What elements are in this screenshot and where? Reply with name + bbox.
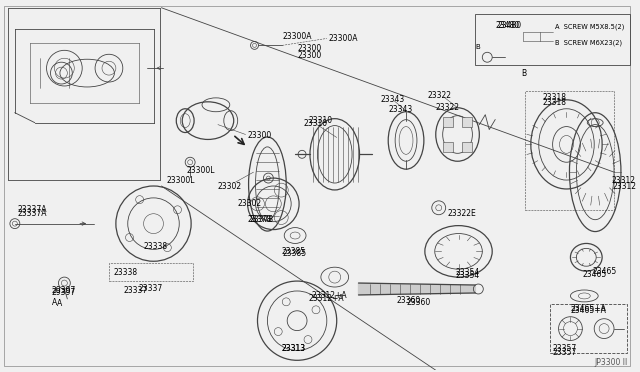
Text: 23312: 23312	[611, 176, 635, 185]
Text: 23310: 23310	[309, 116, 333, 125]
Text: 23378: 23378	[248, 215, 272, 224]
Text: 23312: 23312	[612, 183, 636, 192]
Text: 23338: 23338	[143, 242, 168, 251]
Text: 23378: 23378	[250, 215, 274, 224]
Text: 23360: 23360	[406, 298, 430, 307]
Text: 23354: 23354	[456, 271, 480, 280]
Text: 23310: 23310	[303, 119, 327, 128]
Text: 29397: 29397	[51, 286, 76, 295]
Bar	[443, 117, 452, 127]
Text: 23465+A: 23465+A	[570, 306, 606, 315]
Bar	[443, 142, 452, 152]
Text: 23343: 23343	[388, 105, 412, 114]
Text: 23385: 23385	[282, 249, 307, 258]
Text: B  SCREW M6X23(2): B SCREW M6X23(2)	[555, 39, 621, 46]
Text: 23360: 23360	[396, 296, 420, 305]
Text: 23300L: 23300L	[166, 176, 195, 185]
Text: 23480: 23480	[495, 21, 519, 30]
Text: 23337: 23337	[124, 286, 148, 295]
Text: 23465: 23465	[582, 270, 607, 279]
Text: JP3300 II: JP3300 II	[594, 358, 627, 367]
Text: 23300: 23300	[248, 131, 272, 140]
Text: 23313: 23313	[281, 344, 305, 353]
Text: 23465: 23465	[592, 267, 616, 276]
Bar	[462, 117, 472, 127]
Text: 23322E: 23322E	[447, 209, 476, 218]
Text: 23312+A: 23312+A	[309, 294, 344, 304]
Text: B: B	[521, 68, 526, 78]
Text: 23385: 23385	[281, 247, 305, 256]
Text: A  SCREW M5X8.5(2): A SCREW M5X8.5(2)	[555, 23, 624, 30]
Text: 29397: 29397	[51, 288, 76, 298]
Text: 23300: 23300	[297, 51, 321, 60]
Text: 23343: 23343	[380, 95, 404, 104]
Text: 23465+A: 23465+A	[570, 304, 606, 313]
Text: 23318: 23318	[543, 93, 566, 102]
Text: 23357: 23357	[552, 344, 577, 353]
Text: 23300L: 23300L	[186, 166, 214, 175]
Bar	[476, 14, 630, 65]
Text: 23318: 23318	[543, 98, 566, 107]
Text: 23480: 23480	[497, 21, 522, 30]
Polygon shape	[358, 283, 476, 295]
Bar	[525, 91, 614, 210]
Text: A: A	[56, 299, 61, 308]
Text: 23322: 23322	[428, 92, 452, 100]
Text: 23337A: 23337A	[18, 205, 47, 214]
Text: 23300A: 23300A	[282, 32, 312, 41]
Text: 23322: 23322	[436, 103, 460, 112]
Bar	[109, 263, 193, 281]
Text: B: B	[476, 44, 480, 50]
Bar	[550, 304, 627, 353]
Text: 23300A: 23300A	[329, 34, 358, 43]
Text: 23302: 23302	[237, 199, 262, 208]
Text: 23302: 23302	[218, 183, 242, 192]
Text: 23300: 23300	[297, 44, 321, 53]
Text: 23312+A: 23312+A	[312, 291, 348, 301]
Text: 23357: 23357	[552, 348, 577, 357]
Text: 23338: 23338	[114, 268, 138, 277]
Bar	[462, 142, 472, 152]
Text: 23337A: 23337A	[18, 209, 47, 218]
Text: 23313: 23313	[281, 344, 305, 353]
Text: A: A	[51, 298, 57, 307]
Text: 23354: 23354	[456, 268, 480, 277]
Text: 23337: 23337	[139, 285, 163, 294]
